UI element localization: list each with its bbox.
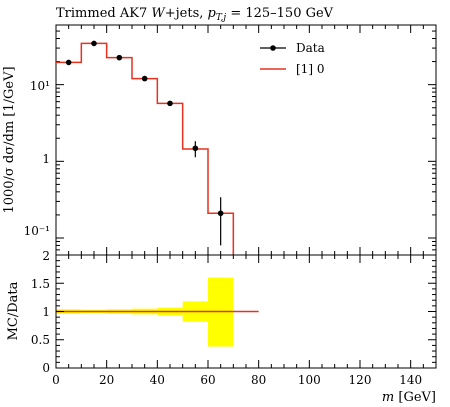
x-tick-labels: 0 20 40 60 80 100 120 140 <box>52 373 422 387</box>
legend-data-label: Data <box>296 41 325 55</box>
data-point-6 <box>217 210 224 217</box>
y-tick-label-1: 1 <box>42 152 50 166</box>
x-tick-label-120: 120 <box>349 373 372 387</box>
data-point-3 <box>141 75 148 82</box>
x-tick-label-0: 0 <box>52 373 60 387</box>
data-point-1 <box>91 40 97 47</box>
ratio-axis-ticks <box>55 254 437 369</box>
x-tick-label-60: 60 <box>200 373 215 387</box>
data-point-5 <box>192 145 199 152</box>
data-point-2 <box>116 54 123 61</box>
x-tick-label-100: 100 <box>298 373 321 387</box>
ratio-y-tick-2: 2 <box>42 249 50 263</box>
main-axis-ticks <box>55 24 437 256</box>
x-tick-label-140: 140 <box>399 373 422 387</box>
ratio-y-tick-0.5: 0.5 <box>31 333 50 347</box>
main-panel-frame <box>55 24 437 256</box>
y-tick-label-10: 10¹ <box>30 79 50 93</box>
ratio-y-axis-label: MC/Data <box>6 281 21 340</box>
x-tick-label-40: 40 <box>150 373 165 387</box>
main-y-axis-label: 1000/σ dσ/dm [1/GeV] <box>2 66 17 213</box>
data-points <box>65 40 224 246</box>
data-point-4 <box>167 100 173 107</box>
x-tick-label-20: 20 <box>99 373 114 387</box>
mc-histogram-line <box>56 42 235 255</box>
x-axis-label: m [GeV] <box>382 390 436 405</box>
legend-data-marker <box>270 45 276 51</box>
y-tick-label-0.1: 10⁻¹ <box>24 224 50 238</box>
ratio-y-tick-1.5: 1.5 <box>31 277 50 291</box>
chart-title: Trimmed AK7 W+jets, pT,j = 125–150 GeV <box>56 6 334 23</box>
legend-mc-label: [1] 0 <box>296 62 324 76</box>
data-point-0 <box>65 59 72 66</box>
x-tick-label-80: 80 <box>251 373 266 387</box>
legend: Data [1] 0 <box>260 41 325 76</box>
ratio-y-tick-1: 1 <box>42 305 50 319</box>
ratio-y-tick-0: 0 <box>42 361 50 375</box>
main-y-tick-labels: 10⁻¹ 1 10¹ <box>24 79 50 238</box>
ratio-y-tick-labels: 0 0.5 1 1.5 2 <box>31 249 50 375</box>
